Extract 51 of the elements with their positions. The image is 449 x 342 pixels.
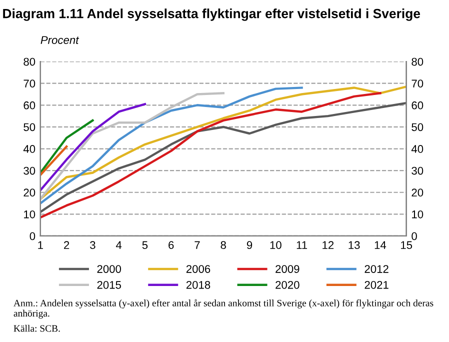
line-series <box>40 102 406 214</box>
x-tick-label: 11 <box>296 241 308 249</box>
x-tick-label: 14 <box>374 241 386 249</box>
y2-tick-label: 30 <box>412 166 424 175</box>
line-series <box>40 86 303 204</box>
chart-title: Diagram 1.11 Andel sysselsatta flyktingar efter vistelsetid i Sverige <box>3 8 420 21</box>
y-axis-title: Procent <box>40 36 80 44</box>
y-tick-label: 80 <box>24 58 36 66</box>
text: Källa: SCB. <box>14 324 60 332</box>
y-tick-label: 60 <box>24 101 36 110</box>
line-series <box>40 102 146 192</box>
legend-label: 2021 <box>364 280 388 289</box>
y2-tick-label: 20 <box>412 188 424 197</box>
x-tick-label: 12 <box>322 241 334 249</box>
x-tick-label: 7 <box>194 241 200 249</box>
y-tick-label: 10 <box>24 210 36 218</box>
y-tick-label: 30 <box>24 166 36 175</box>
x-tick-label: 13 <box>348 241 360 250</box>
y-tick-label: 70 <box>24 80 36 88</box>
x-tick-label: 3 <box>90 241 96 250</box>
legend-label: 2009 <box>276 265 300 273</box>
legend-label: 2000 <box>97 265 122 273</box>
y2-tick-label: 80 <box>412 58 424 66</box>
y-tick-label: 40 <box>23 145 36 153</box>
text: Anm.: Andelen sysselsatta (y-axel) efter antal år sedan ankomst till Sverige (x-axel) för flyktingar och deras anhöriga. <box>14 299 434 319</box>
y2-tick-label: 0 <box>412 232 417 240</box>
x-tick-label: 4 <box>116 241 122 249</box>
legend-label: 2012 <box>364 265 388 273</box>
y2-tick-label: 10 <box>412 210 424 218</box>
legend-label: 2018 <box>186 280 210 289</box>
legend-label: 2020 <box>276 280 300 289</box>
x-tick-label: 8 <box>220 241 226 250</box>
y-tick-label: 50 <box>24 123 36 132</box>
x-tick-label: 2 <box>64 241 70 249</box>
line-series <box>40 86 406 200</box>
y2-tick-label: 70 <box>412 80 424 88</box>
x-tick-label: 10 <box>270 241 282 250</box>
y2-tick-label: 50 <box>412 123 424 132</box>
y-tick-label: 20 <box>24 188 36 197</box>
x-tick-label: 6 <box>168 241 174 250</box>
line-series <box>40 92 224 200</box>
x-tick-label: 9 <box>246 241 252 250</box>
y2-tick-label: 60 <box>412 101 424 110</box>
y2-tick-label: 40 <box>411 145 424 153</box>
x-tick-label: 15 <box>401 241 412 250</box>
x-tick-label: 1 <box>38 241 43 249</box>
line-series <box>40 92 382 219</box>
legend-label: 2006 <box>186 265 210 273</box>
legend-label: 2015 <box>97 280 121 289</box>
y-tick-label: 0 <box>30 232 36 240</box>
x-tick-label: 5 <box>142 241 148 250</box>
